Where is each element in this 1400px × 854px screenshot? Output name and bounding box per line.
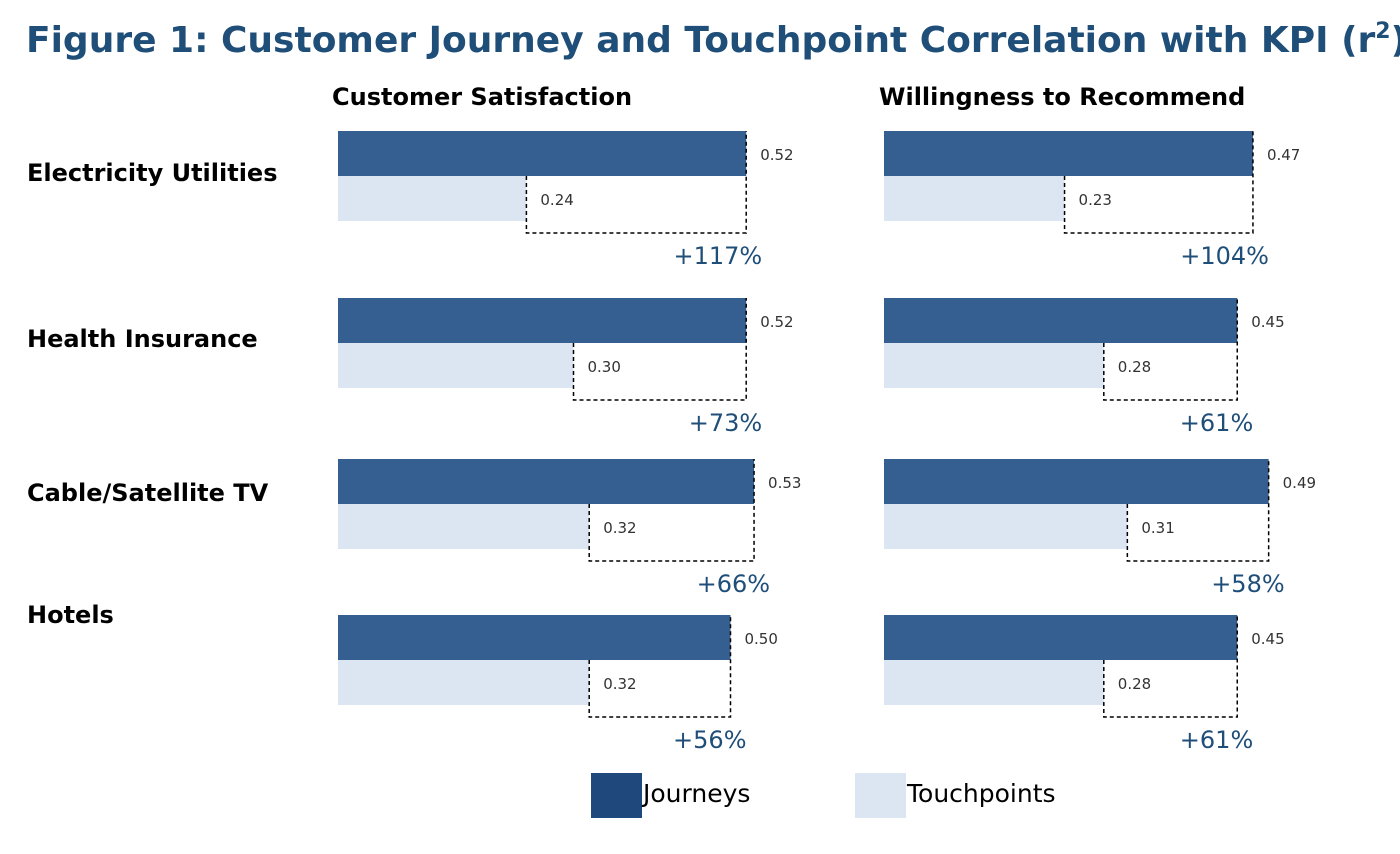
touchpoints-value-label: 0.31 [1141,519,1174,537]
bar-group: 0.52 0.24 +117% [338,131,794,270]
gap-bracket [525,131,747,234]
gap-bracket [588,459,755,562]
bar-marks: 0.520.24+117%0.520.30+73%0.530.32+66%0.5… [338,131,1316,754]
touchpoints-bar [338,660,590,705]
journeys-bar [338,615,731,660]
gap-bracket [1103,615,1238,718]
journeys-value-label: 0.45 [1251,630,1284,648]
gap-bracket [1063,131,1254,234]
legend-swatch-touchpoints [855,773,906,818]
bar-group: 0.45 0.28 +61% [884,298,1285,437]
touchpoints-value-label: 0.23 [1079,191,1112,209]
gap-percent-annotation: +61% [1180,726,1253,754]
figure-title-main: Figure 1: Customer Journey and Touchpoin… [26,20,1376,61]
gap-bracket [1126,459,1270,562]
touchpoints-bar [338,176,527,221]
journeys-value-label: 0.52 [760,313,793,331]
journeys-bar [338,298,747,343]
touchpoints-value-label: 0.28 [1118,675,1151,693]
gap-percent-annotation: +56% [673,726,746,754]
journeys-bar [884,615,1238,660]
journeys-value-label: 0.45 [1251,313,1284,331]
touchpoints-bar [884,660,1104,705]
touchpoints-value-label: 0.32 [603,519,636,537]
gap-percent-annotation: +61% [1180,409,1253,437]
touchpoints-bar [338,343,574,388]
touchpoints-bar [338,504,590,549]
panel-title: Customer Satisfaction [332,83,632,111]
touchpoints-value-label: 0.24 [540,191,573,209]
touchpoints-bar [884,343,1104,388]
gap-percent-annotation: +117% [673,242,762,270]
touchpoints-value-label: 0.30 [588,358,621,376]
gap-percent-annotation: +104% [1180,242,1269,270]
journeys-value-label: 0.47 [1267,146,1300,164]
gap-bracket [572,298,747,401]
bar-group: 0.53 0.32 +66% [338,459,801,598]
figure-title-close: ) [1391,20,1400,61]
journeys-value-label: 0.53 [768,474,801,492]
bar-group: 0.50 0.32 +56% [338,615,778,754]
journeys-bar [884,298,1238,343]
panel-title: Willingness to Recommend [879,83,1245,111]
journeys-value-label: 0.52 [760,146,793,164]
legend-label-journeys: Journeys [641,779,750,808]
journeys-value-label: 0.49 [1283,474,1316,492]
journeys-value-label: 0.50 [745,630,778,648]
category-label: Electricity Utilities [27,159,278,187]
panel-headers: Customer Satisfaction Willingness to Reco… [332,83,1245,111]
gap-percent-annotation: +58% [1211,570,1284,598]
bar-group: 0.52 0.30 +73% [338,298,794,437]
bar-group: 0.49 0.31 +58% [884,459,1316,598]
figure-title: Figure 1: Customer Journey and Touchpoin… [26,19,1400,61]
touchpoints-bar [884,504,1128,549]
journeys-bar [884,459,1269,504]
bar-group: 0.45 0.28 +61% [884,615,1285,754]
journeys-bar [338,131,747,176]
gap-bracket [588,615,732,718]
touchpoints-value-label: 0.32 [603,675,636,693]
gap-percent-annotation: +66% [697,570,770,598]
gap-bracket [1103,298,1238,401]
category-label: Health Insurance [27,325,258,353]
category-label: Hotels [27,601,114,629]
category-label: Cable/Satellite TV [27,479,269,507]
legend-swatch-journeys [591,773,642,818]
figure-title-superscript: 2 [1375,19,1390,44]
touchpoints-bar [884,176,1065,221]
legend-label-touchpoints: Touchpoints [906,779,1056,808]
journeys-bar [338,459,755,504]
bar-group: 0.47 0.23 +104% [884,131,1300,270]
journeys-bar [884,131,1253,176]
category-labels: Electricity Utilities Health Insurance Cab… [27,159,278,629]
touchpoints-value-label: 0.28 [1118,358,1151,376]
legend: Journeys Touchpoints [591,773,1056,818]
gap-percent-annotation: +73% [689,409,762,437]
